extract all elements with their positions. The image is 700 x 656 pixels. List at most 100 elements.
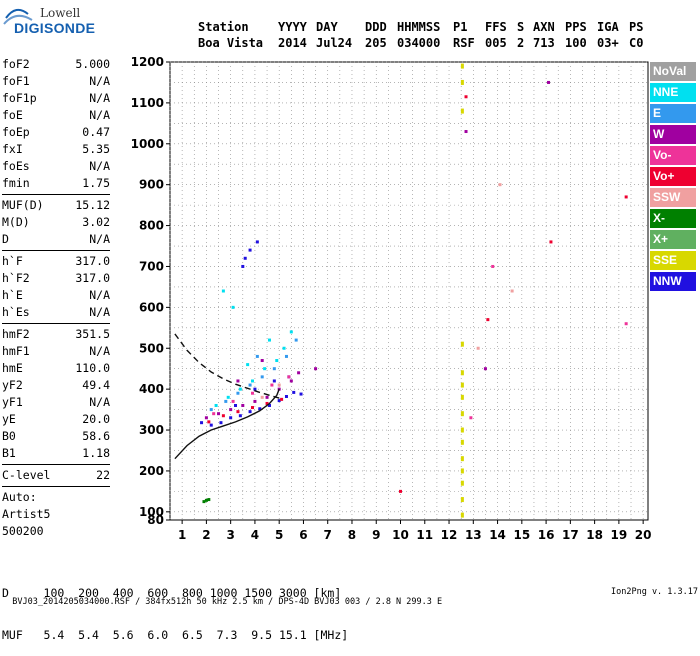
x-tick-label: 16 bbox=[538, 528, 555, 542]
header-col-ffs: FFS bbox=[485, 20, 507, 34]
data-point-w bbox=[241, 404, 245, 407]
data-point-nne bbox=[289, 330, 293, 334]
data-point-voplus bbox=[486, 318, 490, 322]
param-row-mufd: MUF(D) 15.12 bbox=[2, 197, 110, 214]
auto-label: Auto: bbox=[2, 490, 37, 504]
param-row-fof1p: foF1p N/A bbox=[2, 90, 110, 107]
param-separator bbox=[2, 323, 110, 324]
data-point-nne bbox=[282, 346, 286, 350]
param-row-hmf1: hmF1 N/A bbox=[2, 343, 110, 360]
param-row-fmin: fmin 1.75 bbox=[2, 175, 110, 192]
profile-curve-dashed bbox=[174, 333, 280, 399]
data-point-w bbox=[314, 367, 318, 371]
param-separator bbox=[2, 464, 110, 465]
header-col-axn: AXN bbox=[533, 20, 555, 34]
x-tick-label: 10 bbox=[392, 528, 409, 542]
param-value: 20.0 bbox=[82, 412, 110, 426]
data-point-nne bbox=[275, 359, 279, 363]
data-point-vominus bbox=[231, 399, 235, 403]
legend-e: E bbox=[650, 104, 696, 123]
param-name: D bbox=[2, 232, 9, 246]
y-tick-label: 1100 bbox=[131, 96, 164, 110]
header-value-axn: 713 bbox=[533, 36, 555, 50]
data-point-voplus bbox=[236, 410, 240, 414]
version-text: Ion2Png v. 1.3.17 bbox=[611, 587, 698, 597]
x-tick-label: 7 bbox=[324, 528, 332, 542]
param-name: foF1p bbox=[2, 91, 37, 105]
data-point-ssw bbox=[476, 346, 480, 350]
x-tick-label: 4 bbox=[251, 528, 259, 542]
param-name: h`E bbox=[2, 288, 23, 302]
param-name: h`F bbox=[2, 254, 23, 268]
header-col-day: DAY bbox=[316, 20, 338, 34]
param-value: 1.75 bbox=[82, 176, 110, 190]
data-point-nne bbox=[226, 395, 230, 399]
header-value-p1: RSF bbox=[453, 36, 475, 50]
legend-vominus: Vo- bbox=[650, 146, 696, 165]
param-value: 317.0 bbox=[75, 254, 110, 268]
data-point-w bbox=[260, 359, 264, 363]
data-point-sse bbox=[460, 341, 464, 347]
header-value-station: Boa Vista bbox=[198, 36, 264, 50]
x-tick-label: 12 bbox=[441, 528, 458, 542]
data-point-nnw bbox=[219, 421, 223, 425]
y-tick-label: 100 bbox=[139, 505, 164, 519]
header-col-p1: P1 bbox=[453, 20, 468, 34]
param-value: 15.12 bbox=[75, 198, 110, 212]
param-name: fmin bbox=[2, 176, 30, 190]
data-point-nnw bbox=[267, 404, 271, 407]
logo-digisonde: DIGISONDE bbox=[14, 20, 96, 36]
param-name: C-level bbox=[2, 468, 51, 482]
file-info-text: BVJ03_2014205034000.RSF / 384fx512h 50 k… bbox=[12, 597, 443, 607]
data-point-sse bbox=[460, 480, 464, 486]
header-col-station: Station bbox=[198, 20, 249, 34]
data-point-vominus bbox=[491, 264, 495, 268]
x-tick-label: 18 bbox=[586, 528, 603, 542]
legend-sse: SSE bbox=[650, 251, 696, 270]
param-separator bbox=[2, 486, 110, 487]
data-point-sse bbox=[460, 512, 464, 518]
data-point-nnw bbox=[243, 256, 247, 260]
data-point-sse bbox=[460, 497, 464, 503]
y-tick-label: 200 bbox=[139, 464, 164, 478]
data-point-sse bbox=[460, 63, 464, 69]
data-point-w bbox=[297, 371, 301, 375]
param-name: yF2 bbox=[2, 378, 23, 392]
data-point-sse bbox=[460, 439, 464, 445]
data-point-nnw bbox=[209, 423, 213, 427]
param-row-hme: hmE 110.0 bbox=[2, 360, 110, 377]
data-point-voplus bbox=[464, 95, 468, 99]
header-col-iga: IGA bbox=[597, 20, 619, 34]
y-tick-label: 800 bbox=[139, 219, 164, 233]
param-row-yf2: yF2 49.4 bbox=[2, 377, 110, 394]
param-row-b0: B0 58.6 bbox=[2, 428, 110, 445]
param-value: 351.5 bbox=[75, 327, 110, 341]
y-tick-label: 1200 bbox=[131, 55, 164, 69]
param-name: hmF2 bbox=[2, 327, 30, 341]
digisonde-mark bbox=[3, 8, 33, 25]
param-value: 0.47 bbox=[82, 125, 110, 139]
header-col-pps: PPS bbox=[565, 20, 587, 34]
param-name: h`Es bbox=[2, 305, 30, 319]
param-name: M(D) bbox=[2, 215, 30, 229]
param-name: foF2 bbox=[2, 57, 30, 71]
legend-nne: NNE bbox=[650, 83, 696, 102]
header-col-s: S bbox=[517, 20, 525, 34]
data-point-nnw bbox=[299, 392, 303, 396]
data-point-nnw bbox=[255, 240, 259, 244]
y-tick-label: 900 bbox=[139, 178, 164, 192]
data-point-nnw bbox=[229, 416, 233, 420]
plot-area bbox=[169, 61, 649, 521]
param-value: N/A bbox=[89, 159, 110, 173]
data-point-w bbox=[464, 130, 468, 134]
data-point-w bbox=[217, 412, 221, 416]
y-tick-label: 600 bbox=[139, 300, 164, 314]
param-value: N/A bbox=[89, 344, 110, 358]
data-point-voplus bbox=[265, 401, 269, 405]
legend-w: W bbox=[650, 125, 696, 144]
data-point-e bbox=[255, 354, 259, 358]
param-name: B0 bbox=[2, 429, 16, 443]
data-point-sse bbox=[460, 382, 464, 388]
data-point-nnw bbox=[248, 248, 252, 252]
muf-line: MUF 5.4 5.4 5.6 6.0 6.5 7.3 9.5 15.1 [MH… bbox=[2, 628, 349, 642]
